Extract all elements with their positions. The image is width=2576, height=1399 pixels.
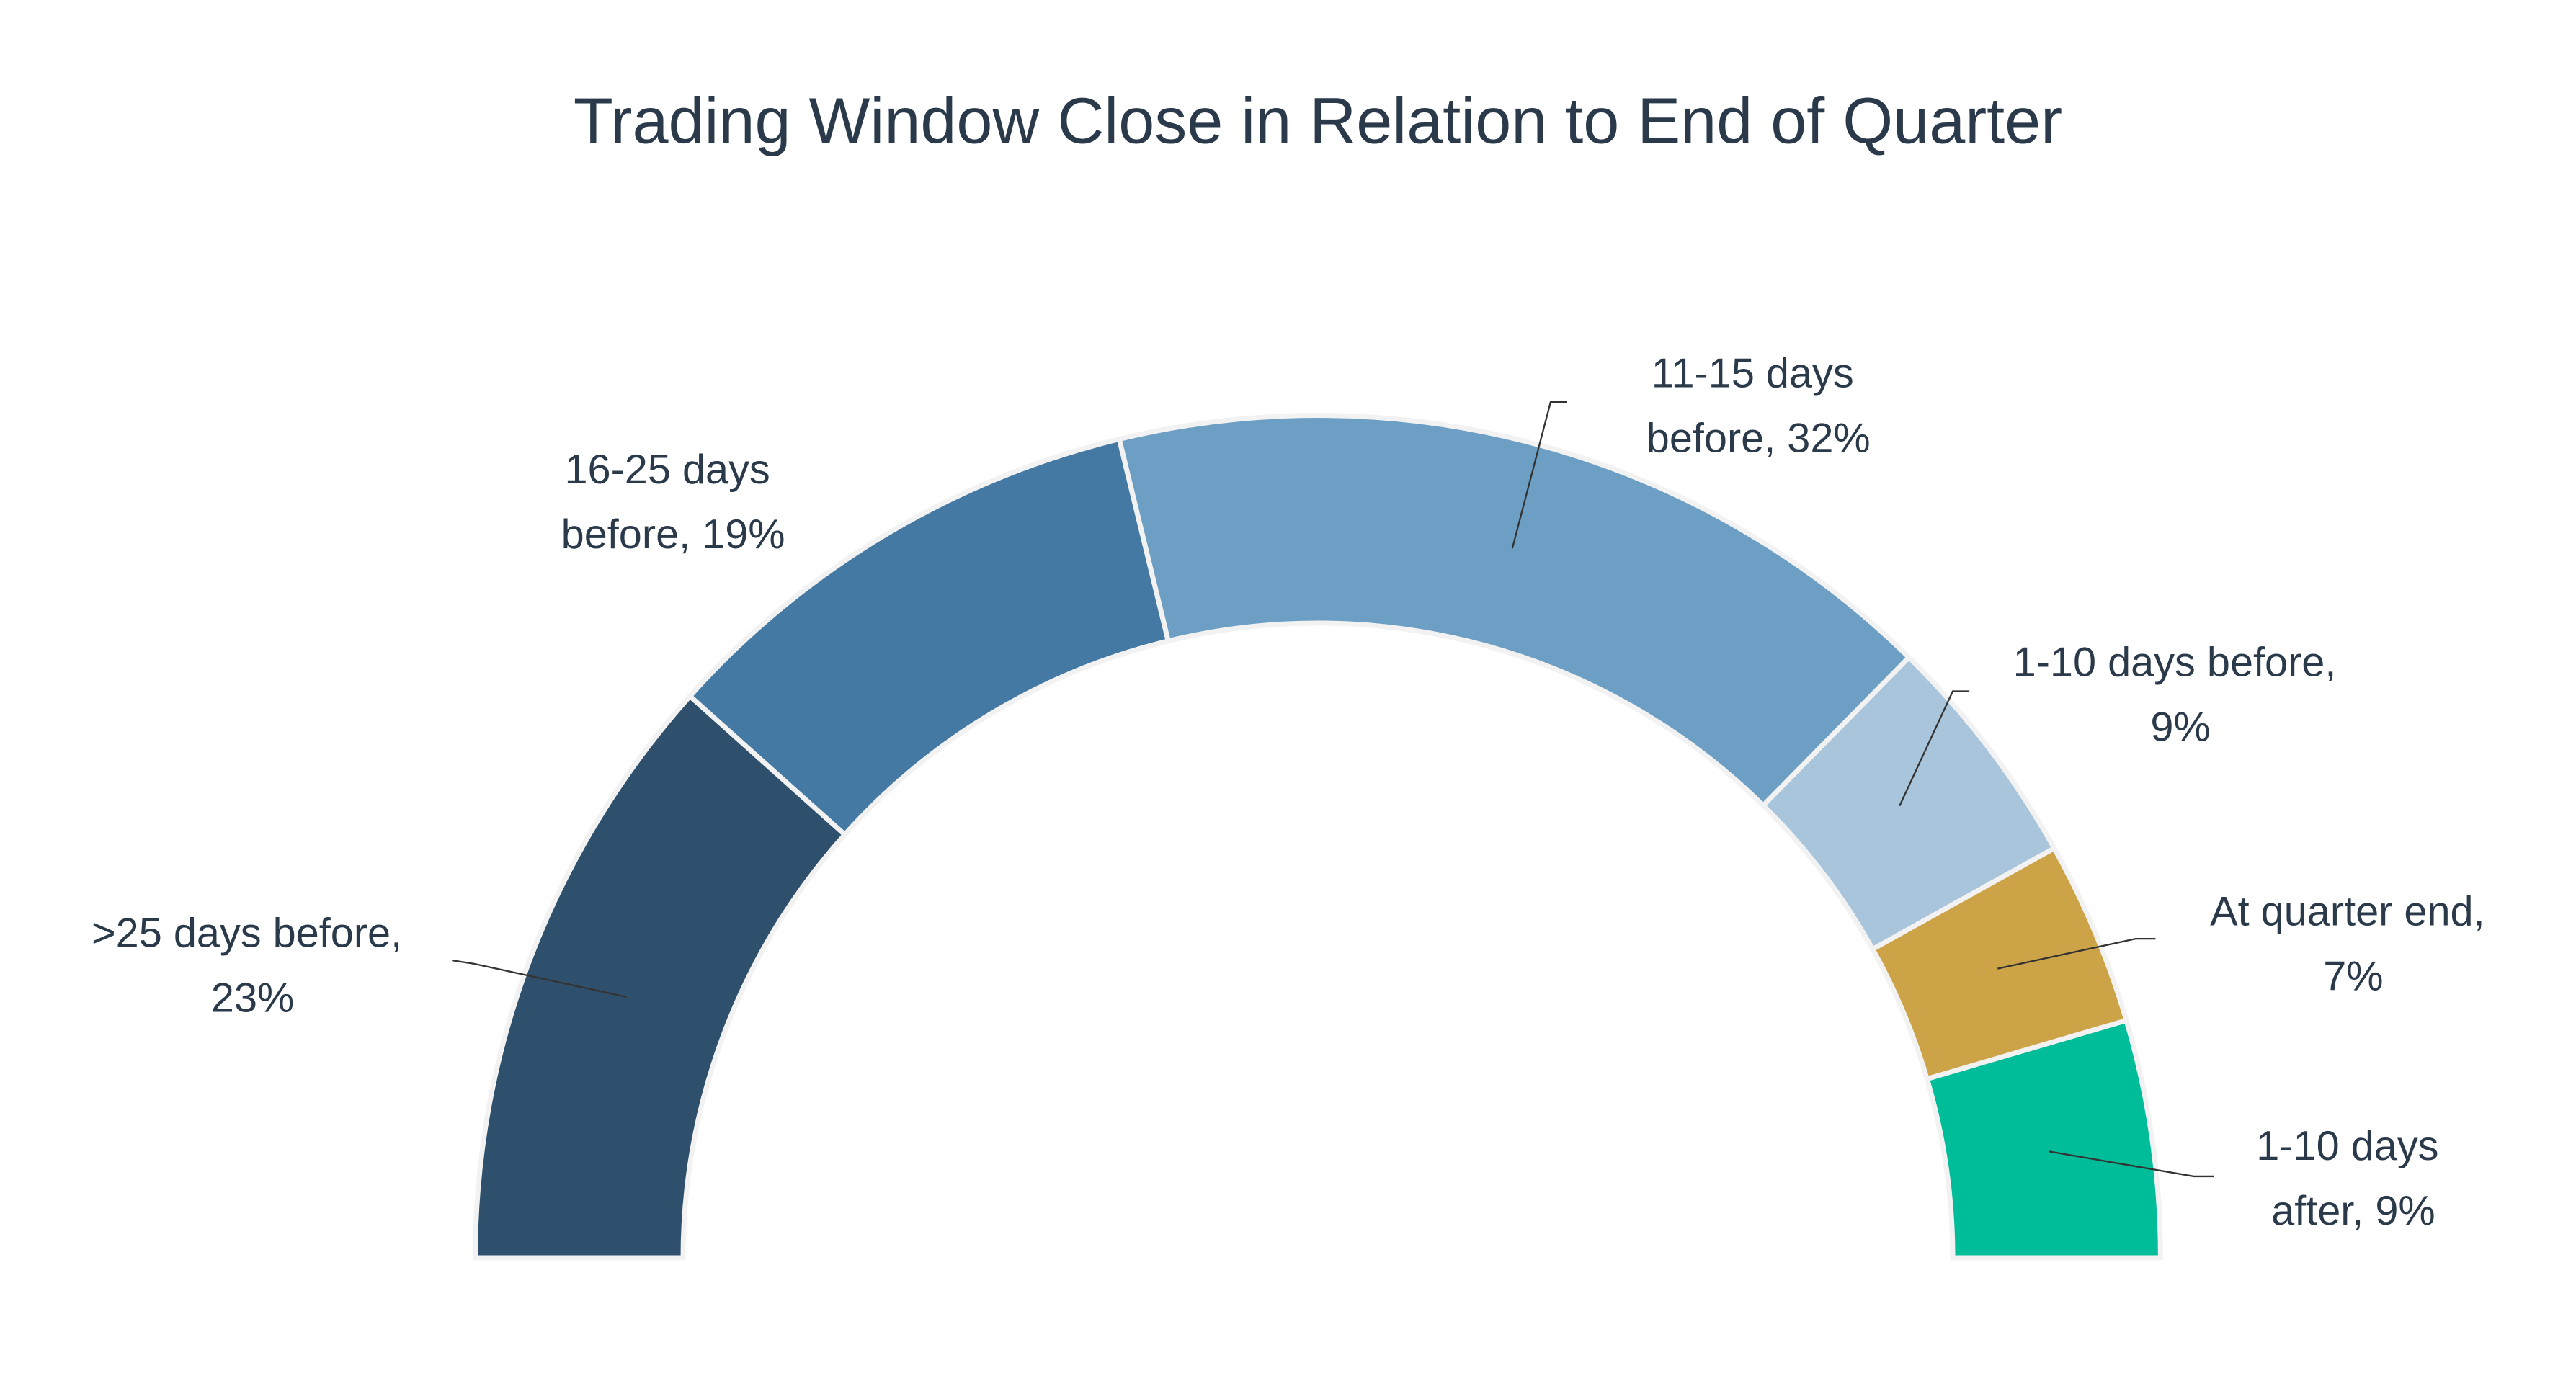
leader-line <box>2049 1150 2214 1178</box>
data-label: 16-25 days before, 19% <box>561 447 785 558</box>
label-line: 1-10 days before, <box>2013 640 2348 686</box>
label-line: 9% <box>2150 705 2210 751</box>
leader-line <box>1899 690 1970 807</box>
label-line: 7% <box>2323 954 2383 1000</box>
chart-title: Trading Window Close in Relation to End … <box>574 85 2062 157</box>
data-label: 1-10 days after, 9% <box>2256 1123 2450 1234</box>
label-line: before, 32% <box>1646 415 1871 461</box>
label-line: At quarter end, <box>2210 889 2496 935</box>
data-label: >25 days before, 23% <box>92 911 414 1022</box>
label-line: before, 19% <box>561 511 785 558</box>
label-line: after, 9% <box>2271 1188 2435 1234</box>
segment <box>1924 1017 2163 1261</box>
label-line: 1-10 days <box>2256 1123 2450 1169</box>
leader-line <box>452 959 627 998</box>
label-line: >25 days before, <box>92 911 414 957</box>
data-label: At quarter end, 7% <box>2210 889 2496 1000</box>
leader-line <box>1511 401 1567 549</box>
label-line: 23% <box>211 975 294 1022</box>
segment <box>1116 413 1913 809</box>
data-label: 1-10 days before, 9% <box>2013 640 2348 751</box>
data-label: 11-15 days before, 32% <box>1646 350 1871 461</box>
leader-line <box>1997 937 2156 970</box>
label-line: 16-25 days <box>564 447 781 493</box>
label-line: 11-15 days <box>1652 350 1866 396</box>
